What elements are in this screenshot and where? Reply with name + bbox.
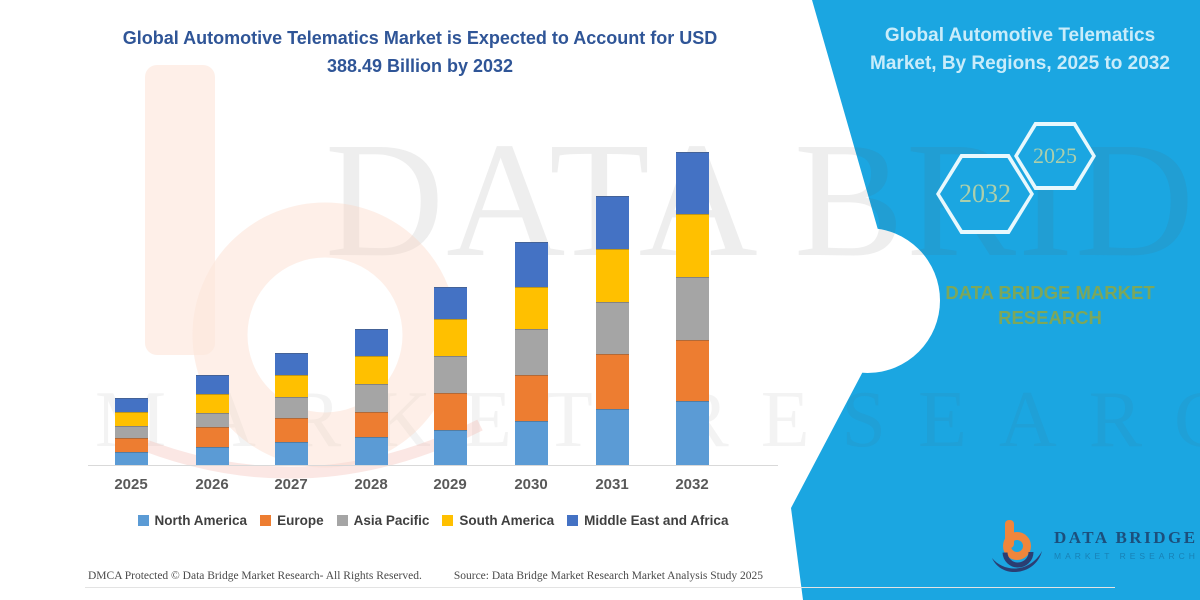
- sidebar-brand-text: DATA BRIDGE MARKET RESEARCH: [945, 282, 1155, 328]
- legend-item-europe: Europe: [260, 513, 324, 528]
- bar-segment-2028-middle-east-and-africa: [355, 329, 388, 356]
- bar-segment-2025-asia-pacific: [115, 426, 148, 438]
- bar-segment-2030-asia-pacific: [515, 329, 548, 375]
- bar-segment-2025-europe: [115, 438, 148, 452]
- bar-segment-2026-asia-pacific: [196, 413, 229, 427]
- x-axis-labels: 2025 2026 2027 2028 2029 2030 2031 2032: [88, 476, 778, 496]
- bar-segment-2029-north-america: [434, 430, 467, 465]
- bar-segment-2027-north-america: [275, 442, 308, 465]
- bar-2027: [275, 353, 308, 465]
- bar-2025: [115, 398, 148, 465]
- legend-label: Asia Pacific: [353, 513, 430, 528]
- bar-segment-2029-europe: [434, 393, 467, 430]
- legend-label: North America: [154, 513, 248, 528]
- bar-segment-2027-south-america: [275, 375, 308, 397]
- legend-swatch: [336, 515, 348, 526]
- bar-segment-2031-asia-pacific: [596, 302, 629, 354]
- bar-segment-2027-asia-pacific: [275, 397, 308, 418]
- bar-segment-2029-south-america: [434, 319, 467, 356]
- bar-segment-2031-north-america: [596, 409, 629, 465]
- bar-segment-2031-middle-east-and-africa: [596, 196, 629, 249]
- x-axis-label-2030: 2030: [514, 476, 548, 493]
- bar-segment-2032-middle-east-and-africa: [676, 152, 709, 214]
- bar-2026: [196, 375, 229, 465]
- legend-swatch: [260, 515, 272, 526]
- bar-segment-2029-asia-pacific: [434, 356, 467, 393]
- bottom-divider: [85, 587, 1115, 588]
- bar-segment-2030-north-america: [515, 421, 548, 465]
- bar-segment-2025-north-america: [115, 452, 148, 465]
- company-logo-icon: [992, 520, 1042, 573]
- bar-segment-2025-south-america: [115, 412, 148, 426]
- footer-copyright: DMCA Protected © Data Bridge Market Rese…: [88, 570, 422, 582]
- bar-segment-2026-south-america: [196, 394, 229, 413]
- bar-2029: [434, 287, 467, 465]
- company-logo-text: DATA BRIDGE MARKET RESEARCH: [1054, 528, 1199, 561]
- legend-item-south-america: South America: [442, 513, 554, 528]
- bar-segment-2026-middle-east-and-africa: [196, 375, 229, 394]
- bar-segment-2028-south-america: [355, 356, 388, 384]
- bar-segment-2026-europe: [196, 427, 229, 447]
- bars-container: [88, 100, 778, 465]
- bar-2032: [676, 152, 709, 465]
- x-axis-label-2026: 2026: [195, 476, 229, 493]
- company-logo-subtitle: MARKET RESEARCH: [1054, 551, 1199, 561]
- bar-segment-2025-middle-east-and-africa: [115, 398, 148, 412]
- legend-item-middle-east-and-africa: Middle East and Africa: [567, 513, 728, 528]
- legend-label: South America: [459, 513, 555, 528]
- bar-segment-2028-asia-pacific: [355, 384, 388, 412]
- legend-item-north-america: North America: [137, 513, 248, 528]
- footer: DMCA Protected © Data Bridge Market Rese…: [88, 570, 763, 582]
- x-axis-line: [88, 465, 778, 466]
- bar-2031: [596, 196, 629, 465]
- x-axis-label-2029: 2029: [433, 476, 467, 493]
- bar-segment-2031-europe: [596, 354, 629, 409]
- bar-segment-2032-south-america: [676, 214, 709, 277]
- bar-segment-2028-europe: [355, 412, 388, 437]
- bar-segment-2030-south-america: [515, 287, 548, 329]
- bar-2030: [515, 242, 548, 465]
- x-axis-label-2032: 2032: [675, 476, 709, 493]
- hexagon-2032-label: 2032: [959, 179, 1011, 208]
- bar-segment-2026-north-america: [196, 447, 229, 465]
- bar-segment-2027-europe: [275, 418, 308, 442]
- sidebar-heading: Global Automotive Telematics Market, By …: [870, 25, 1170, 74]
- x-axis-label-2028: 2028: [354, 476, 388, 493]
- hexagon-2025-label: 2025: [1033, 143, 1077, 168]
- bar-segment-2031-south-america: [596, 249, 629, 302]
- x-axis-label-2031: 2031: [595, 476, 629, 493]
- legend-swatch: [442, 515, 454, 526]
- x-axis-label-2027: 2027: [274, 476, 308, 493]
- bar-segment-2028-north-america: [355, 437, 388, 465]
- legend: North America Europe Asia Pacific South Ame…: [88, 513, 778, 528]
- bar-segment-2030-europe: [515, 375, 548, 421]
- legend-item-asia-pacific: Asia Pacific: [336, 513, 430, 528]
- bar-segment-2029-middle-east-and-africa: [434, 287, 467, 319]
- legend-label: Europe: [277, 513, 324, 528]
- bar-segment-2027-middle-east-and-africa: [275, 353, 308, 375]
- legend-swatch: [567, 515, 579, 526]
- bar-2028: [355, 329, 388, 465]
- hexagon-2025-inner: 2025: [1018, 126, 1092, 186]
- bar-segment-2032-north-america: [676, 401, 709, 465]
- x-axis-label-2025: 2025: [114, 476, 148, 493]
- bar-segment-2032-asia-pacific: [676, 277, 709, 340]
- company-logo: DATA BRIDGE MARKET RESEARCH: [990, 518, 1199, 574]
- chart-title: Global Automotive Telematics Market is E…: [122, 28, 718, 76]
- hexagon-2032-inner: 2032: [940, 158, 1030, 230]
- legend-label: Middle East and Africa: [584, 513, 729, 528]
- sidebar-circle-decoration: [795, 228, 940, 373]
- bar-segment-2032-europe: [676, 340, 709, 401]
- company-logo-title: DATA BRIDGE: [1054, 528, 1198, 547]
- legend-swatch: [137, 515, 149, 526]
- footer-source: Source: Data Bridge Market Research Mark…: [453, 570, 763, 582]
- bar-segment-2030-middle-east-and-africa: [515, 242, 548, 287]
